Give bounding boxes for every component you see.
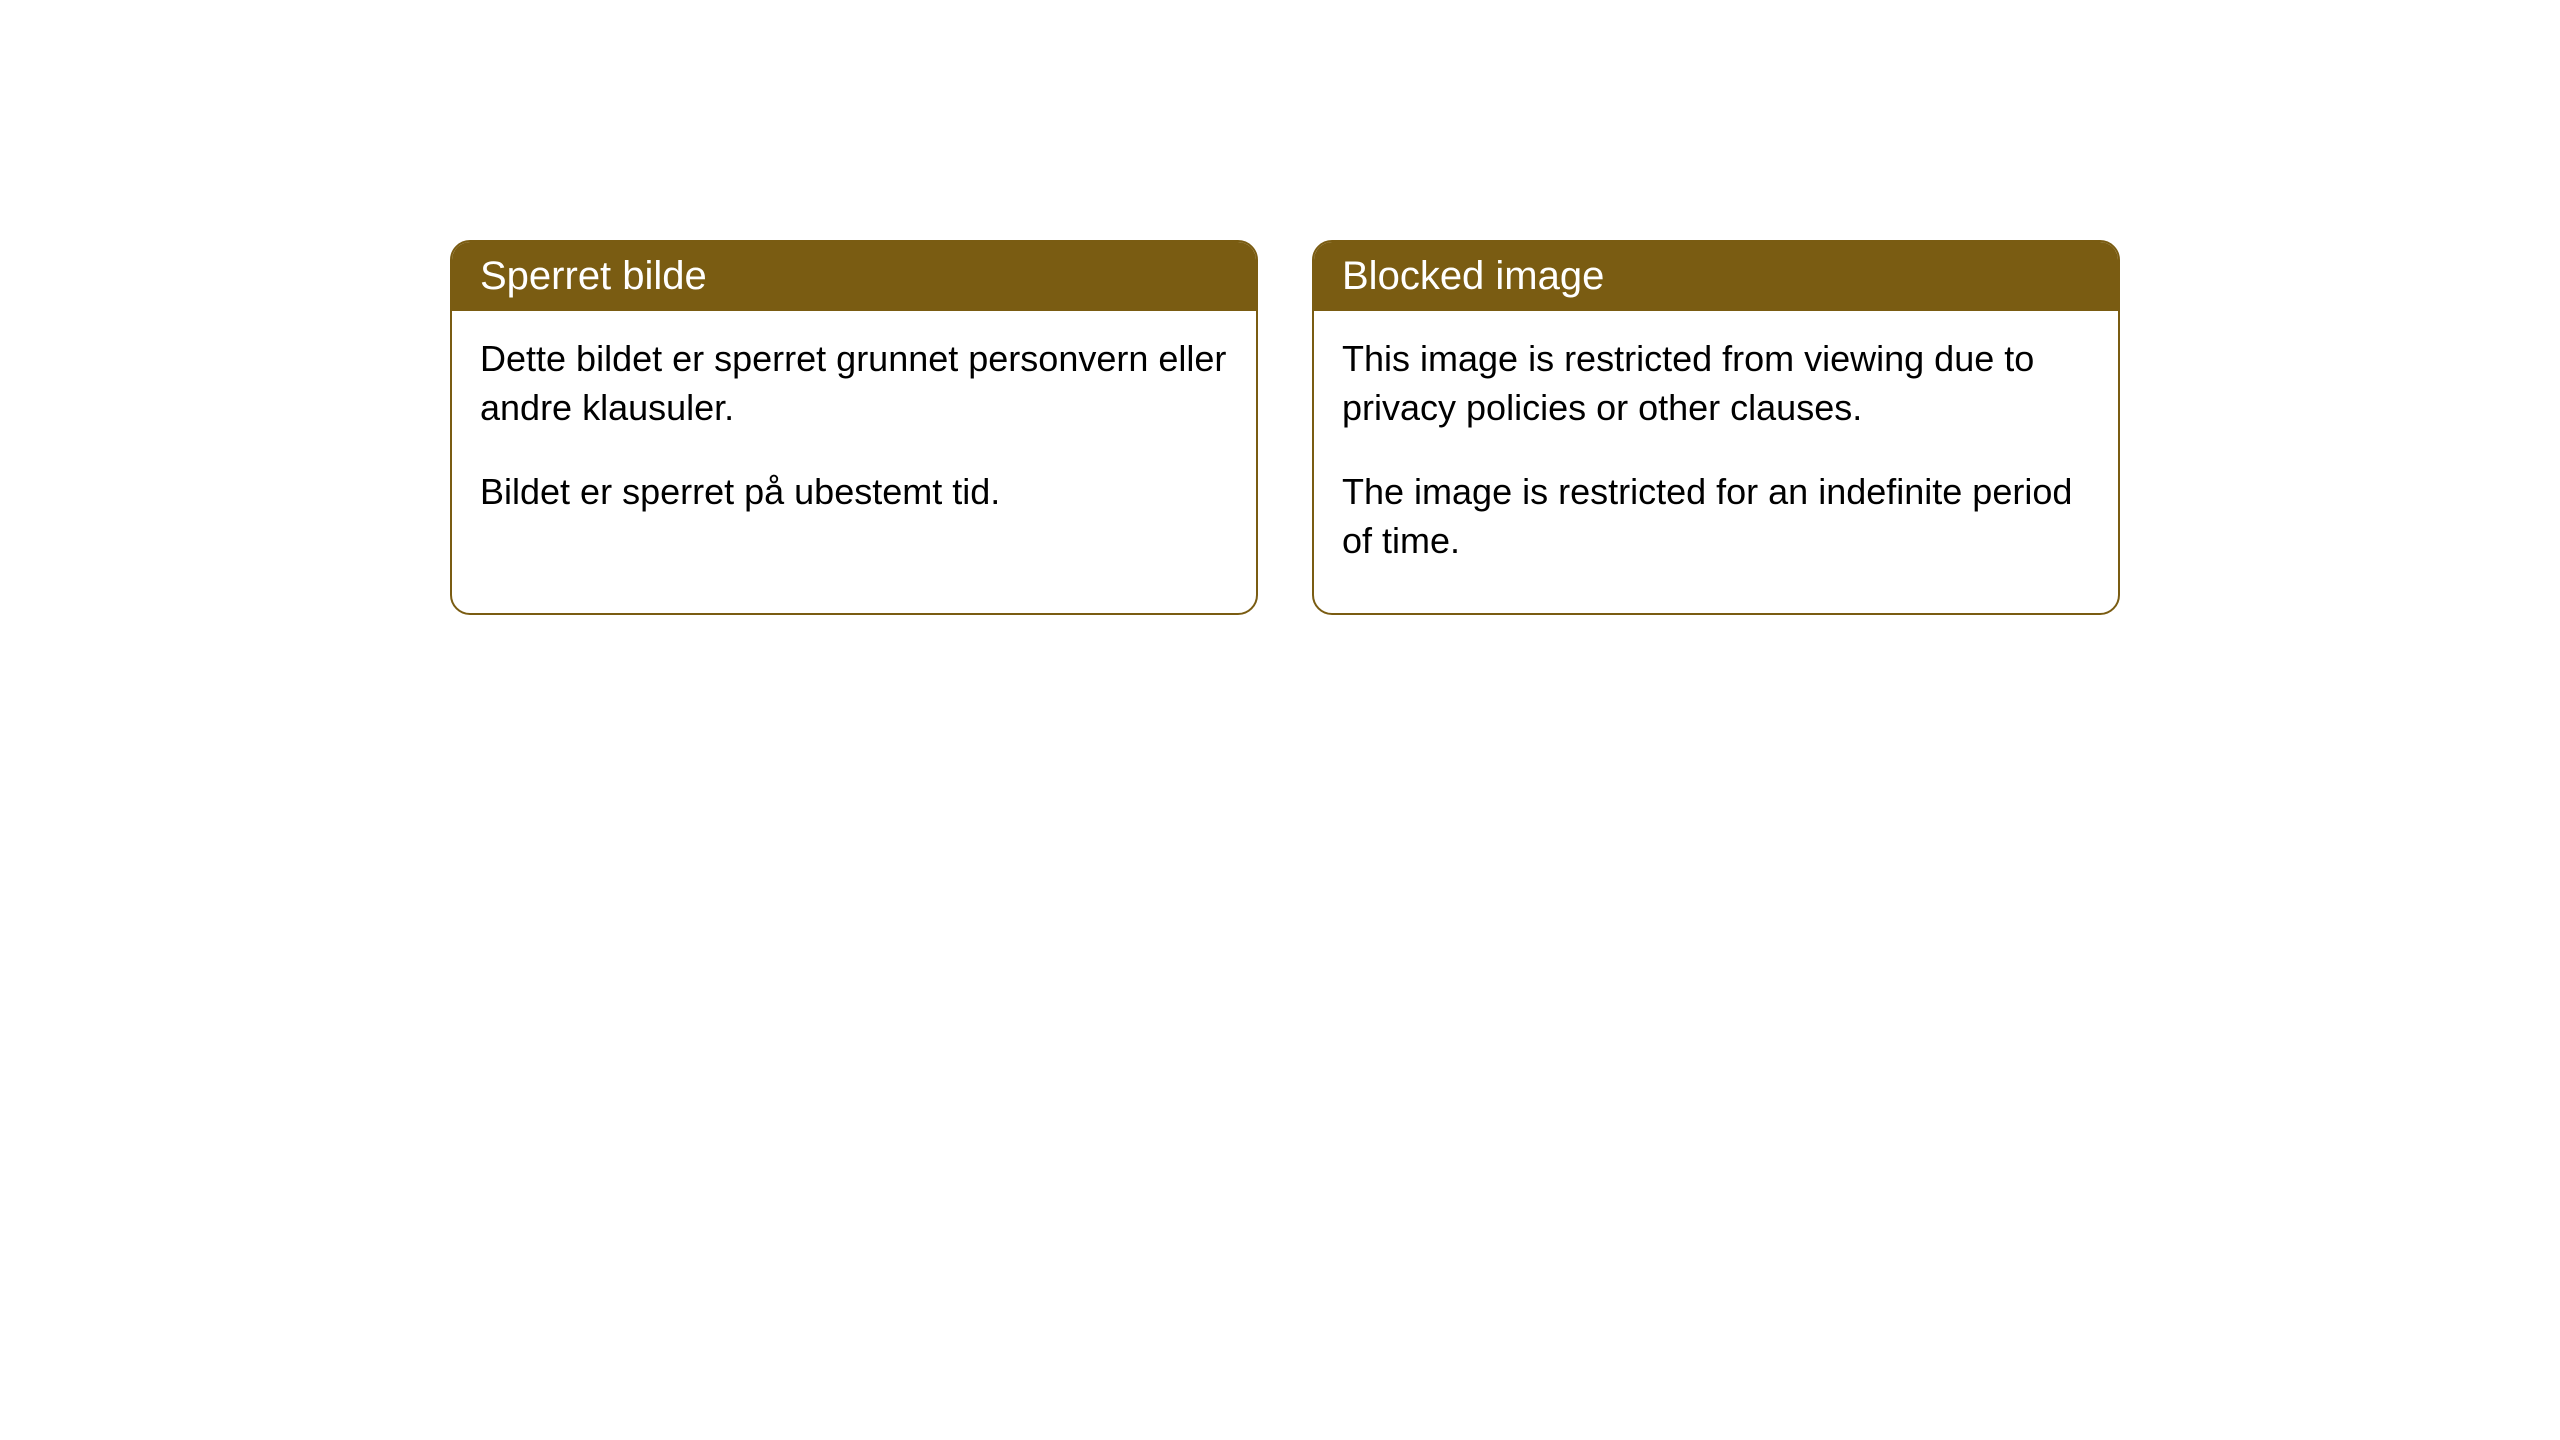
card-paragraph: This image is restricted from viewing du… — [1342, 335, 2090, 432]
card-paragraph: The image is restricted for an indefinit… — [1342, 468, 2090, 565]
card-paragraph: Bildet er sperret på ubestemt tid. — [480, 468, 1228, 517]
card-english: Blocked image This image is restricted f… — [1312, 240, 2120, 615]
card-title: Sperret bilde — [480, 254, 707, 298]
card-header-english: Blocked image — [1314, 242, 2118, 311]
card-header-norwegian: Sperret bilde — [452, 242, 1256, 311]
card-paragraph: Dette bildet er sperret grunnet personve… — [480, 335, 1228, 432]
card-body-english: This image is restricted from viewing du… — [1314, 311, 2118, 613]
card-title: Blocked image — [1342, 254, 1604, 298]
card-norwegian: Sperret bilde Dette bildet er sperret gr… — [450, 240, 1258, 615]
card-body-norwegian: Dette bildet er sperret grunnet personve… — [452, 311, 1256, 565]
cards-container: Sperret bilde Dette bildet er sperret gr… — [450, 240, 2120, 615]
